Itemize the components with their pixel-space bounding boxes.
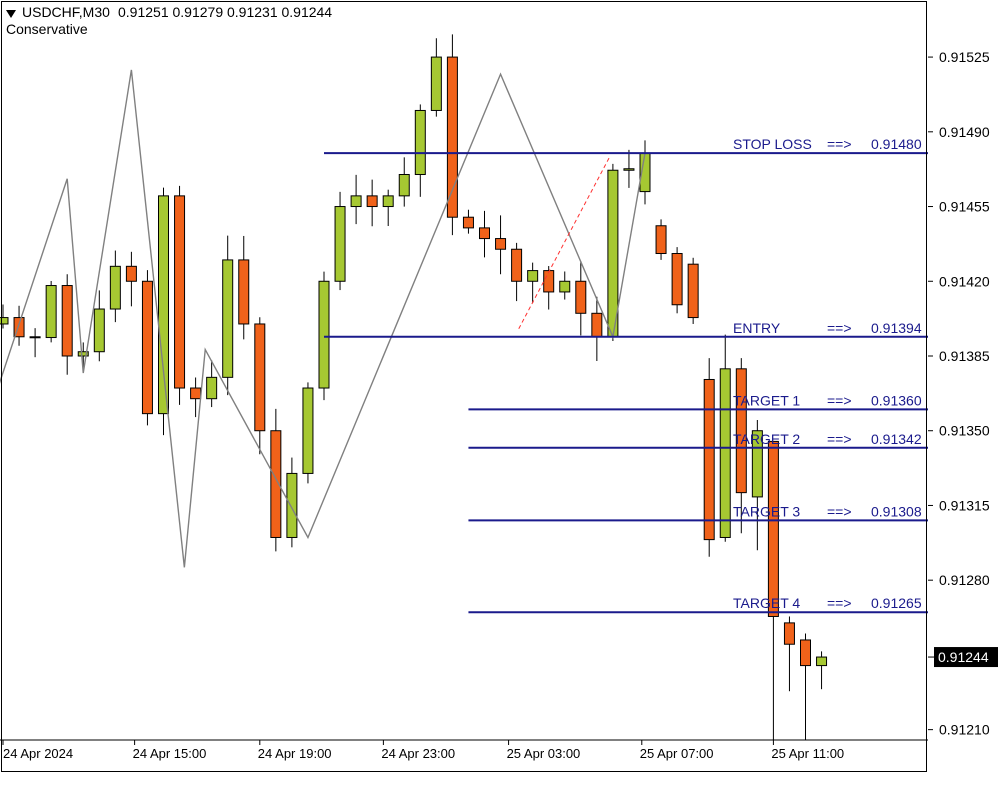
svg-text:TARGET 4: TARGET 4: [733, 595, 800, 611]
svg-text:0.91420: 0.91420: [939, 273, 990, 289]
svg-text:0.91525: 0.91525: [939, 49, 990, 65]
svg-text:0.91280: 0.91280: [939, 572, 990, 588]
svg-text:==>: ==>: [827, 431, 852, 447]
svg-text:0.91350: 0.91350: [939, 423, 990, 439]
svg-text:25 Apr 03:00: 25 Apr 03:00: [507, 746, 581, 761]
svg-text:0.91455: 0.91455: [939, 199, 990, 215]
svg-text:24 Apr 19:00: 24 Apr 19:00: [258, 746, 332, 761]
svg-text:TARGET 3: TARGET 3: [733, 503, 800, 519]
svg-text:24 Apr 15:00: 24 Apr 15:00: [133, 746, 207, 761]
svg-text:0.91385: 0.91385: [939, 348, 990, 364]
svg-text:24 Apr 23:00: 24 Apr 23:00: [381, 746, 455, 761]
svg-text:==>: ==>: [827, 392, 852, 408]
svg-text:USDCHF,M30: USDCHF,M30: [22, 4, 110, 20]
svg-text:TARGET 1: TARGET 1: [733, 392, 800, 408]
svg-text:0.91490: 0.91490: [939, 124, 990, 140]
svg-text:25 Apr 07:00: 25 Apr 07:00: [640, 746, 714, 761]
svg-text:==>: ==>: [827, 136, 852, 152]
svg-text:ENTRY: ENTRY: [733, 320, 781, 336]
svg-text:0.91342: 0.91342: [871, 431, 922, 447]
svg-text:TARGET 2: TARGET 2: [733, 431, 800, 447]
svg-text:0.91265: 0.91265: [871, 595, 922, 611]
svg-text:STOP LOSS: STOP LOSS: [733, 136, 812, 152]
svg-text:0.91480: 0.91480: [871, 136, 922, 152]
svg-text:0.91394: 0.91394: [871, 320, 922, 336]
svg-text:==>: ==>: [827, 595, 852, 611]
svg-text:0.91315: 0.91315: [939, 497, 990, 513]
svg-text:Conservative: Conservative: [6, 21, 88, 37]
svg-text:0.91210: 0.91210: [939, 722, 990, 738]
svg-text:==>: ==>: [827, 503, 852, 519]
svg-text:25 Apr 11:00: 25 Apr 11:00: [771, 746, 844, 761]
svg-text:0.91308: 0.91308: [871, 503, 922, 519]
svg-text:24 Apr 2024: 24 Apr 2024: [3, 746, 73, 761]
svg-text:0.91244: 0.91244: [938, 649, 989, 665]
svg-text:0.91360: 0.91360: [871, 392, 922, 408]
svg-text:0.91251 0.91279 0.91231 0.9124: 0.91251 0.91279 0.91231 0.91244: [118, 4, 332, 20]
svg-text:==>: ==>: [827, 320, 852, 336]
